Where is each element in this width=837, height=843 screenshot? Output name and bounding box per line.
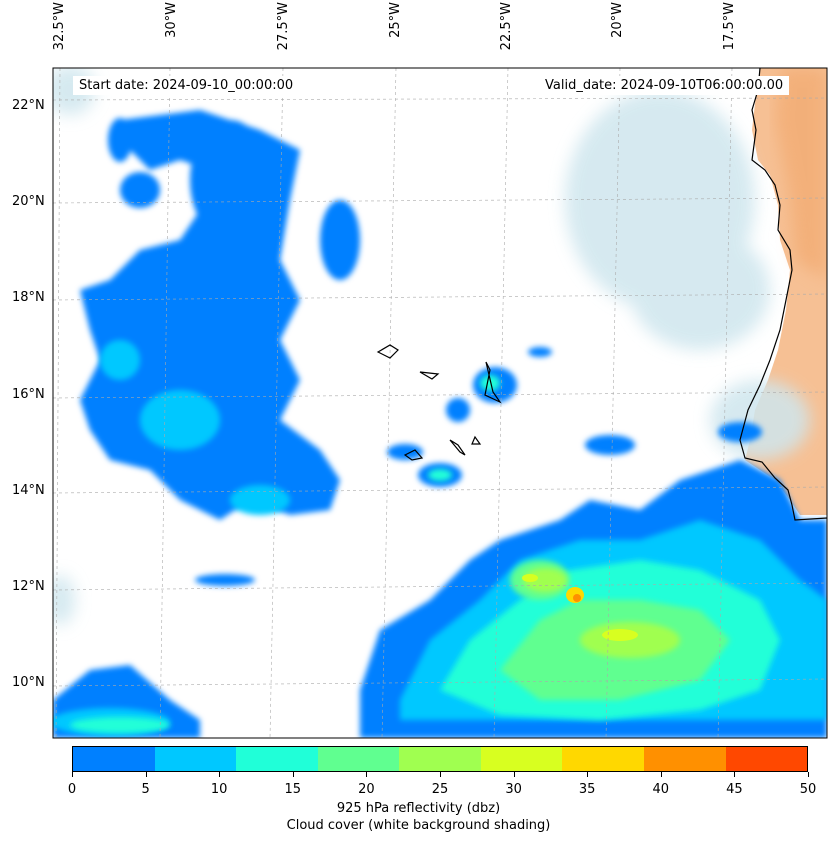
lon-label: 25°W <box>388 2 403 38</box>
colorbar-tick-mark <box>72 772 73 777</box>
colorbar-tick-label: 50 <box>799 782 817 797</box>
colorbar-tick-label: 40 <box>652 782 670 797</box>
colorbar-tick-mark <box>808 772 809 777</box>
reflectivity-30 <box>522 574 638 641</box>
colorbar-tick-mark <box>734 772 736 777</box>
colorbar-tick-mark <box>440 772 441 777</box>
colorbar-tick-mark <box>660 772 662 777</box>
lat-label: 22°N <box>12 98 45 113</box>
lon-label: 30°W <box>164 2 179 38</box>
lat-label: 16°N <box>12 387 45 402</box>
graticule <box>53 68 827 738</box>
colorbar-segment <box>154 747 237 771</box>
start-date-label: Start date: 2024-09-10_00:00:00 <box>73 76 300 95</box>
colorbar-tick-mark <box>145 772 147 777</box>
sahara-shading <box>775 68 827 280</box>
lat-label: 12°N <box>12 579 45 594</box>
colorbar-tick-label: 15 <box>284 782 302 797</box>
colorbar-tick-label: 45 <box>726 782 743 797</box>
colorbar-segment <box>399 747 481 771</box>
colorbar-tick-label: 35 <box>578 782 596 797</box>
colorbar-label: 925 hPa reflectivity (dbz) <box>336 801 501 816</box>
colorbar <box>72 746 808 772</box>
lon-label: 22.5°W <box>499 2 514 51</box>
colorbar-segment <box>317 747 400 771</box>
lat-label: 10°N <box>12 675 45 690</box>
colorbar-tick-label: 25 <box>431 782 449 797</box>
colorbar-tick-label: 20 <box>358 782 375 797</box>
colorbar-tick-label: 0 <box>67 782 77 797</box>
valid-date-label: Valid_date: 2024-09-10T06:00:00.00 <box>539 76 790 95</box>
colorbar-segment <box>643 747 726 771</box>
colorbar-sublabel: Cloud cover (white background shading) <box>286 818 551 833</box>
lat-label: 18°N <box>12 290 45 305</box>
colorbar-segment <box>73 747 155 771</box>
reflectivity-25 <box>523 568 680 658</box>
colorbar-tick-mark <box>292 772 294 777</box>
lon-label: 27.5°W <box>276 2 291 51</box>
colorbar-tick-label: 10 <box>210 782 228 797</box>
colorbar-segment <box>480 747 563 771</box>
lon-label: 20°W <box>610 2 625 38</box>
colorbar-tick-label: 5 <box>141 782 150 797</box>
colorbar-tick-mark <box>219 772 221 777</box>
lat-label: 14°N <box>12 483 45 498</box>
reflectivity-40 <box>573 594 581 602</box>
cloud-cover <box>53 68 810 625</box>
lon-label: 17.5°W <box>722 2 737 51</box>
colorbar-segment <box>725 747 808 771</box>
colorbar-tick-mark <box>513 772 515 777</box>
colorbar-segment <box>562 747 644 771</box>
lon-label: 32.5°W <box>52 2 67 51</box>
coastline <box>376 68 827 521</box>
colorbar-tick-mark <box>587 772 589 777</box>
colorbar-tick-mark <box>366 772 368 777</box>
colorbar-segment <box>236 747 318 771</box>
colorbar-tick-label: 30 <box>505 782 522 797</box>
lat-label: 20°N <box>12 194 45 209</box>
